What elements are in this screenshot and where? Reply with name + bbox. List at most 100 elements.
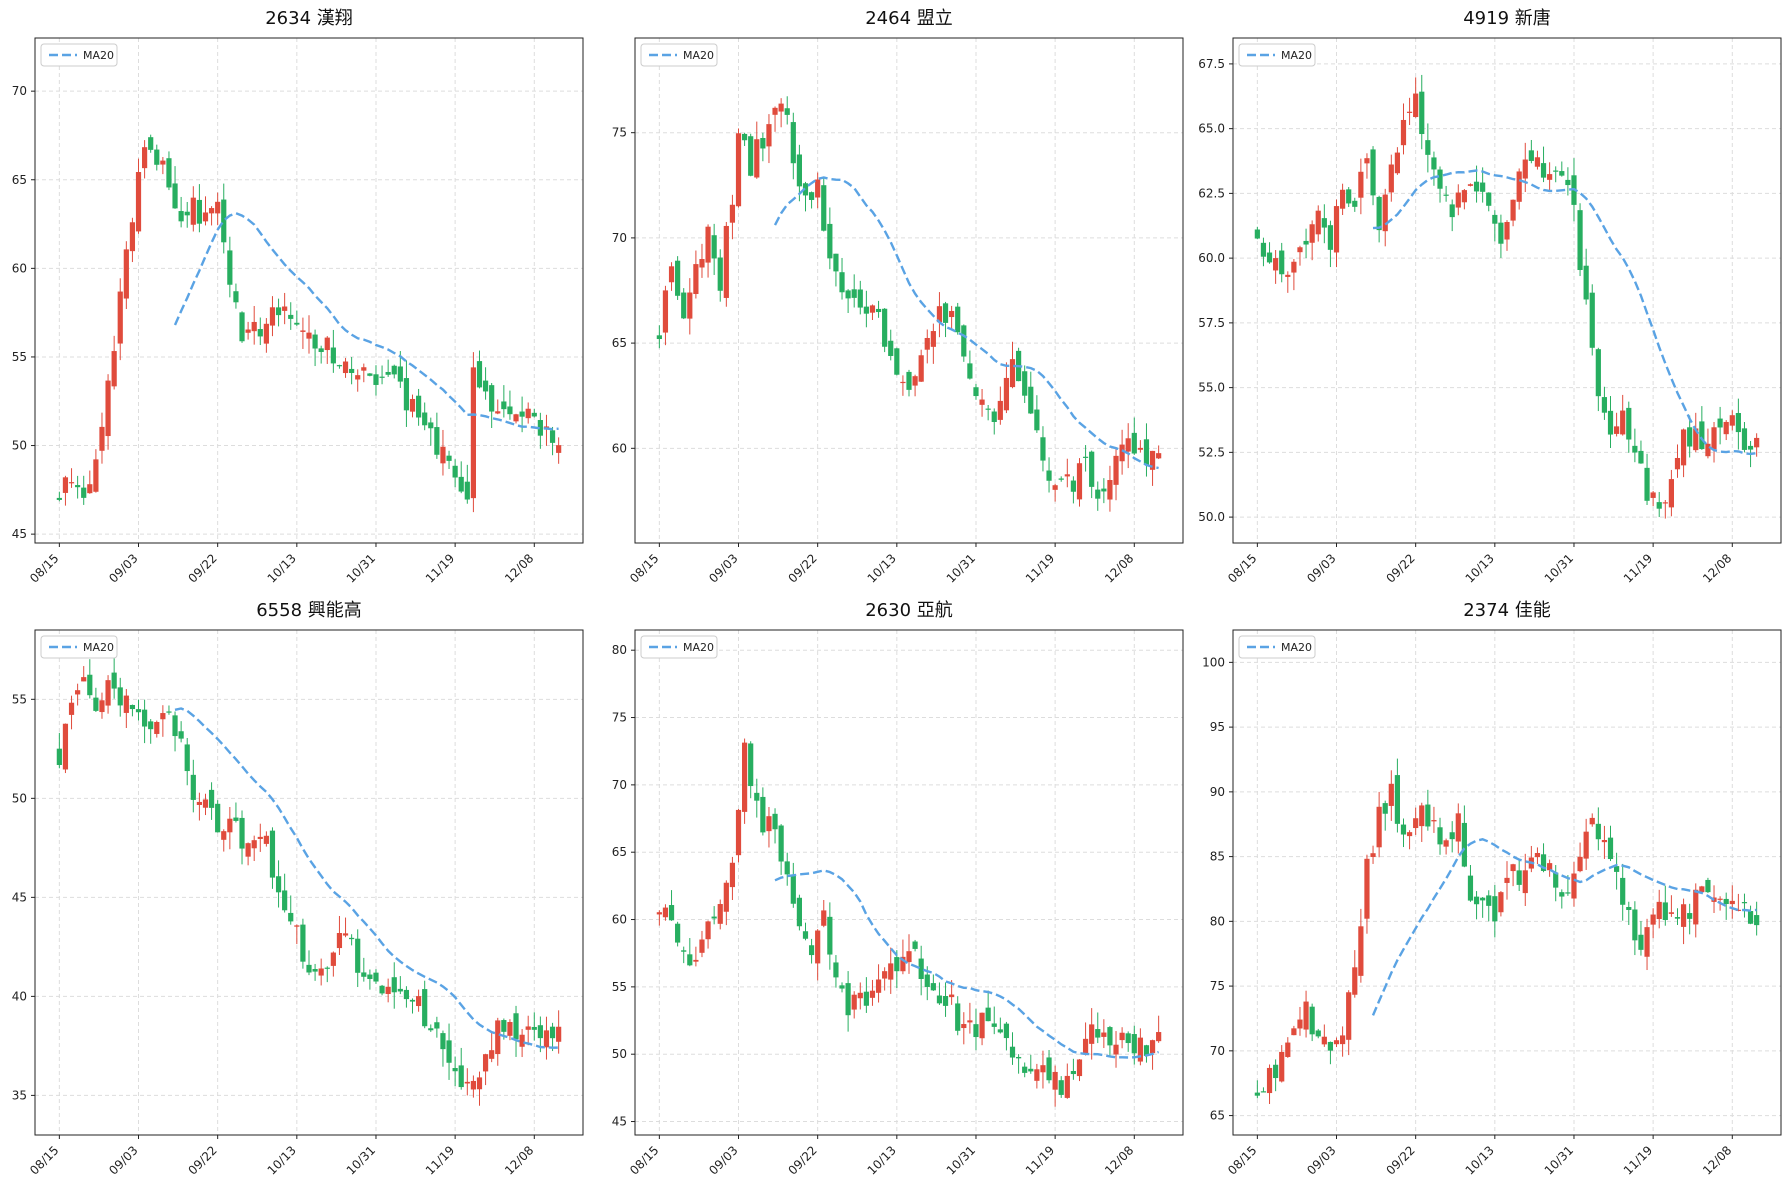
candle-body <box>1358 171 1364 198</box>
candle-body <box>705 226 711 263</box>
candle-body <box>81 487 87 498</box>
candle-body <box>1443 840 1449 847</box>
candle-body <box>1052 1071 1058 1090</box>
candle-body <box>409 999 416 1002</box>
y-tick-label: 60 <box>12 261 27 275</box>
candle-body <box>142 147 148 169</box>
y-tick-label: 65 <box>1210 1109 1225 1123</box>
legend: MA20 <box>1238 43 1316 67</box>
x-tick-label: 08/15 <box>27 551 61 585</box>
candle-body <box>1327 225 1334 250</box>
candle-body <box>361 367 367 371</box>
candle-body <box>1443 194 1449 196</box>
candle-body <box>1693 428 1699 451</box>
candle-body <box>1498 892 1504 913</box>
x-tick-label: 11/19 <box>1621 1143 1655 1177</box>
candle-body <box>1082 1038 1089 1054</box>
candle-body <box>1498 222 1504 244</box>
candle-body <box>1358 926 1364 976</box>
candle-body <box>1149 450 1156 470</box>
candle-body <box>1156 1032 1162 1042</box>
candle-body <box>1394 152 1400 174</box>
candle-body <box>1119 1032 1125 1041</box>
candle-body <box>717 257 723 291</box>
y-tick-label: 35 <box>12 1088 27 1102</box>
candle-body <box>379 376 385 378</box>
candle-body <box>936 995 943 1004</box>
candle-body <box>1089 1024 1095 1044</box>
candle-body <box>184 211 190 216</box>
x-tick-label: 09/03 <box>1304 1143 1338 1177</box>
y-tick-label: 85 <box>1210 850 1225 864</box>
candle-body <box>772 813 778 830</box>
candle-body <box>1352 200 1358 207</box>
x-tick-label: 09/22 <box>785 551 819 585</box>
candle-body <box>997 1029 1003 1033</box>
candle-body <box>1747 445 1754 450</box>
candle-body <box>56 497 62 500</box>
ma20-line <box>1372 169 1757 456</box>
candle-body <box>1040 1065 1046 1073</box>
candle-body <box>1095 489 1101 499</box>
candle-body <box>1583 265 1589 300</box>
legend-label: MA20 <box>83 49 114 62</box>
candle-body <box>330 952 336 966</box>
candle-body <box>1388 783 1394 806</box>
candle-body <box>729 862 736 888</box>
candle-body <box>991 1023 997 1027</box>
candle-body <box>875 979 882 993</box>
legend-label: MA20 <box>1281 641 1312 654</box>
candle-body <box>1656 901 1662 920</box>
candle-body <box>894 957 900 972</box>
candle-body <box>778 103 784 112</box>
y-tick-label: 67.5 <box>1198 57 1225 71</box>
candle-body <box>1693 889 1699 925</box>
candle-body <box>294 322 300 325</box>
candle-body <box>196 199 202 224</box>
legend: MA20 <box>1238 635 1316 659</box>
candle-body <box>1315 210 1321 235</box>
plot-frame <box>1232 37 1782 544</box>
candle-body <box>942 995 949 1006</box>
candle-body <box>1125 1033 1131 1044</box>
candle-body <box>1107 1027 1113 1046</box>
candle-body <box>403 378 410 411</box>
candle-body <box>1620 410 1626 435</box>
candle-body <box>1022 371 1028 396</box>
x-tick-label: 08/15 <box>1225 1143 1259 1177</box>
candle-body <box>942 303 949 323</box>
y-tick-label: 75 <box>612 711 627 725</box>
candle-body <box>857 289 863 308</box>
candle-body <box>833 253 839 272</box>
candle-body <box>1370 149 1376 196</box>
legend: MA20 <box>40 635 118 659</box>
candle-body <box>1486 895 1492 906</box>
candle-body <box>470 1080 476 1090</box>
candle-body <box>930 331 936 347</box>
candle-body <box>1431 820 1437 822</box>
candle-body <box>723 225 729 298</box>
candle-body <box>863 991 869 1006</box>
x-tick-label: 09/03 <box>106 551 140 585</box>
candle-body <box>760 137 766 149</box>
candle-body <box>1321 218 1327 228</box>
candle-body <box>154 149 160 165</box>
candle-body <box>1607 410 1614 435</box>
candle-body <box>1131 1034 1137 1054</box>
candle-body <box>1254 229 1260 239</box>
x-tick-label: 11/19 <box>423 1143 457 1177</box>
plot-frame <box>634 37 1184 544</box>
candle-body <box>556 1026 562 1042</box>
y-tick-label: 65.0 <box>1198 122 1225 136</box>
candle-body <box>531 1026 537 1030</box>
candle-body <box>1291 1028 1297 1036</box>
y-tick-label: 70 <box>612 231 627 245</box>
candle-body <box>495 411 501 414</box>
candle-body <box>936 306 943 323</box>
candle-body <box>808 945 815 956</box>
candle-body <box>1394 775 1400 824</box>
candle-body <box>790 122 796 164</box>
candle-body <box>1461 822 1467 867</box>
candle-body <box>796 897 802 927</box>
candle-body <box>1273 258 1279 271</box>
